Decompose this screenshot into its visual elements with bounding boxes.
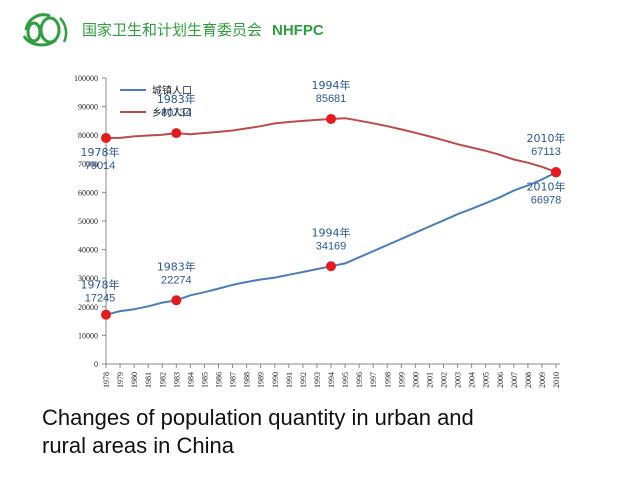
- data-label-value: 22274: [161, 274, 192, 286]
- data-label-value: 67113: [531, 146, 561, 158]
- data-label-year: 1994年: [312, 225, 351, 239]
- legend-label: 城镇人口: [152, 84, 192, 97]
- x-tick-label: 1992: [299, 372, 308, 388]
- population-line-chart: 0 10000 20000 30000 40000 50000 60000 70000 8000…: [74, 74, 566, 388]
- x-tick-label: 2007: [510, 372, 519, 388]
- data-point-marker: [326, 113, 336, 124]
- legend-label: 乡村人口: [152, 106, 192, 119]
- slide-header: 国家卫生和计划生育委员会 NHFPC: [0, 0, 638, 60]
- data-point-marker: [101, 309, 111, 320]
- x-tick-label: 1994: [327, 372, 336, 388]
- x-tick-label: 1983: [172, 372, 181, 388]
- x-tick-label: 1991: [285, 372, 294, 388]
- data-label-value: 66978: [531, 194, 562, 206]
- rural-series-line: [105, 117, 557, 174]
- data-point-marker: [326, 261, 336, 272]
- x-tick-label: 1984: [186, 372, 195, 388]
- x-tick-label: 1996: [355, 372, 364, 388]
- x-tick-label: 2006: [496, 372, 505, 388]
- data-point-marker: [171, 128, 182, 139]
- y-tick-label: 0: [94, 360, 98, 369]
- data-point-marker: [171, 295, 182, 306]
- data-label-year: 2010年: [527, 179, 566, 193]
- y-tick-label: 80000: [78, 131, 98, 140]
- x-tick-label: 1990: [271, 372, 280, 388]
- data-label-value: 79014: [85, 160, 116, 172]
- x-tick-label: 1987: [229, 372, 238, 388]
- x-tick-label: 1980: [130, 372, 139, 388]
- y-tick-label: 60000: [78, 188, 98, 197]
- data-label-year: 1983年: [157, 92, 196, 106]
- caption-line-1: Changes of population quantity in urban …: [42, 405, 474, 430]
- x-tick-label: 2009: [538, 372, 547, 388]
- data-label-year: 1983年: [157, 259, 196, 273]
- x-tick-label: 2005: [482, 372, 491, 388]
- data-label-year: 1978年: [81, 278, 120, 292]
- y-tick-label: 90000: [78, 103, 98, 112]
- data-label-year: 1994年: [312, 78, 351, 92]
- data-label-year: 1978年: [81, 145, 120, 159]
- x-tick-label: 1978: [102, 372, 111, 388]
- x-tick-label: 1985: [200, 372, 209, 388]
- slide-caption: Changes of population quantity in urban …: [42, 404, 602, 460]
- data-label-value: 34169: [316, 240, 347, 252]
- x-tick-label: 2004: [468, 372, 477, 388]
- x-tick-label: 1995: [341, 372, 350, 388]
- data-label-value: 17245: [85, 293, 116, 305]
- x-tick-label: 1993: [313, 372, 322, 388]
- data-label-value: 80734: [161, 107, 192, 119]
- x-tick-label: 1998: [383, 372, 392, 388]
- data-point-marker: [551, 167, 561, 178]
- header-title-en: NHFPC: [272, 22, 324, 39]
- y-tick-label: 100000: [74, 74, 98, 83]
- header-title-cn: 国家卫生和计划生育委员会: [82, 21, 263, 39]
- x-tick-label: 1982: [158, 372, 167, 388]
- caption-line-2: rural areas in China: [42, 433, 234, 458]
- x-tick-label: 2002: [440, 372, 449, 388]
- x-tick-label: 2008: [524, 372, 533, 388]
- y-tick-label: 40000: [78, 246, 98, 255]
- header-title: 国家卫生和计划生育委员会 NHFPC: [82, 19, 324, 40]
- data-label-year: 2010年: [527, 131, 566, 145]
- y-tick-label: 10000: [78, 331, 98, 340]
- x-tick-label: 1999: [397, 372, 406, 388]
- y-tick-label: 70000: [78, 160, 98, 169]
- x-tick-label: 1979: [116, 372, 125, 388]
- y-tick-label: 30000: [78, 274, 98, 283]
- x-tick-label: 2001: [425, 372, 434, 388]
- x-tick-label: 1986: [215, 372, 224, 388]
- x-tick-label: 1988: [243, 372, 252, 388]
- data-label-value: 85681: [316, 93, 347, 105]
- x-tick-label: 1997: [369, 372, 378, 388]
- x-tick-label: 1989: [257, 372, 266, 388]
- x-tick-label: 2010: [552, 372, 561, 388]
- y-tick-label: 50000: [78, 217, 98, 226]
- x-tick-label: 2000: [411, 372, 420, 388]
- y-tick-label: 20000: [78, 303, 98, 312]
- data-point-marker: [101, 133, 111, 144]
- x-tick-label: 2003: [454, 372, 463, 388]
- nhfpc-logo-icon: [22, 13, 68, 47]
- x-tick-label: 1981: [144, 372, 153, 388]
